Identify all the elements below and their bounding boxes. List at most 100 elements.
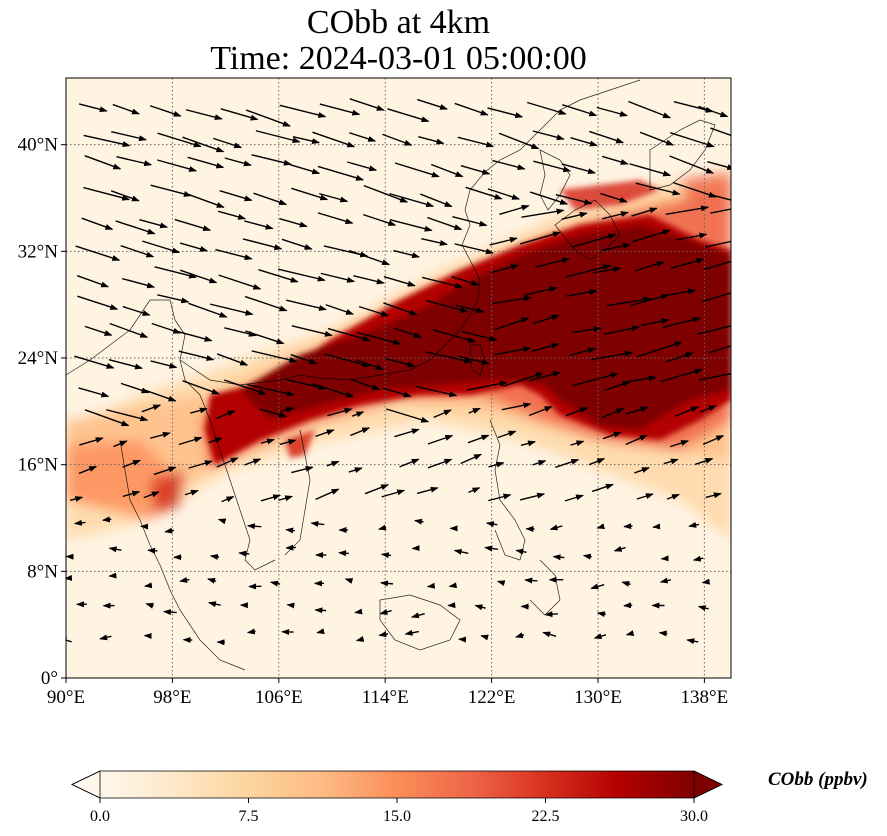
wind-arrow (487, 107, 524, 119)
wind-arrow (497, 430, 517, 439)
map-time-subtitle: Time: 2024-03-01 05:00:00 (210, 40, 587, 77)
wind-arrow (350, 427, 371, 437)
wind-arrow (603, 325, 640, 336)
wind-arrow (453, 548, 469, 555)
wind-arrow (255, 130, 301, 144)
wind-arrow (150, 360, 178, 369)
wind-arrow (487, 188, 520, 200)
wind-arrow (488, 493, 512, 502)
colorbar-tick-label: 0.0 (90, 808, 110, 825)
wind-arrow (502, 372, 544, 387)
wind-arrow (122, 459, 141, 468)
wind-arrow (625, 406, 649, 415)
wind-arrow (355, 636, 365, 642)
wind-arrow (286, 602, 295, 609)
wind-arrow (628, 100, 672, 119)
wind-arrow (110, 190, 140, 202)
map-frame (65, 77, 732, 679)
wind-arrow (246, 628, 256, 635)
wind-arrow (652, 523, 661, 530)
wind-arrow (669, 155, 715, 174)
wind-arrow (704, 240, 731, 248)
wind-arrow (245, 330, 285, 345)
wind-arrow (244, 220, 274, 230)
wind-arrow (413, 518, 424, 525)
wind-arrow (627, 375, 657, 383)
wind-arrow (602, 431, 622, 440)
wind-arrow (529, 371, 561, 382)
wind-arrow (572, 326, 602, 334)
wind-arrow (457, 355, 490, 365)
wind-arrow (120, 382, 150, 394)
wind-arrow (247, 383, 295, 397)
wind-arrow (209, 553, 220, 560)
wind-arrow (535, 257, 570, 268)
wind-arrow (697, 605, 709, 612)
wind-arrow (669, 132, 715, 148)
wind-arrow (215, 410, 236, 420)
wind-arrow (190, 407, 208, 414)
wind-arrow (244, 295, 288, 312)
wind-arrow (291, 466, 314, 474)
wind-arrow (112, 103, 140, 115)
wind-arrow (327, 407, 353, 417)
wind-arrow (593, 633, 607, 640)
wind-arrow (635, 182, 681, 196)
wind-arrow (532, 460, 547, 466)
wind-arrow (591, 483, 614, 493)
wind-arrow (542, 631, 557, 638)
wind-arrow (561, 163, 597, 175)
wind-arrow (460, 453, 482, 465)
wind-arrow (278, 268, 326, 282)
wind-arrow (636, 341, 683, 358)
wind-arrow (75, 245, 121, 261)
wind-arrow (223, 379, 267, 395)
wind-arrow (604, 381, 631, 391)
wind-arrow (184, 192, 225, 208)
wind-arrow (710, 208, 731, 214)
colorbar: 0.0 7.5 15.0 22.5 30.0 (71, 770, 723, 825)
wind-arrow (393, 249, 420, 259)
wind-arrow (387, 108, 430, 123)
wind-arrow (382, 387, 412, 398)
wind-arrow (705, 492, 722, 499)
wind-arrow (639, 131, 674, 146)
wind-arrow (590, 583, 605, 590)
wind-arrow (362, 213, 397, 226)
wind-arrow (593, 266, 622, 274)
wind-arrow (565, 264, 612, 278)
wind-arrow (531, 342, 560, 353)
wind-arrow (253, 192, 288, 206)
wind-arrow (670, 258, 705, 269)
wind-arrow (224, 157, 252, 167)
wind-arrow (106, 409, 149, 422)
wind-arrow (665, 352, 694, 363)
wind-arrow (83, 186, 131, 201)
wind-arrow (111, 130, 148, 142)
wind-arrow (692, 555, 704, 562)
wind-arrow (674, 406, 699, 417)
wind-arrow (78, 387, 110, 398)
wind-arrow (596, 523, 606, 530)
wind-arrow (670, 440, 689, 448)
lon-tick-label: 114°E (362, 687, 409, 708)
wind-arrow (286, 299, 328, 311)
lat-tick-label: 32°N (18, 241, 59, 262)
wind-arrow (562, 104, 598, 117)
wind-arrow (394, 327, 422, 338)
wind-arrow (143, 582, 153, 589)
wind-arrow (699, 404, 717, 413)
wind-arrow (141, 404, 162, 413)
wind-arrow (589, 130, 625, 144)
wind-arrow (378, 631, 389, 638)
wind-arrow (84, 325, 113, 336)
wind-arrow (259, 408, 288, 418)
wind-arrow (314, 607, 327, 614)
wind-arrow (108, 546, 122, 553)
wind-arrow (665, 288, 697, 297)
wind-arrow (602, 408, 625, 419)
wind-arrow (109, 322, 149, 338)
wind-arrow (468, 487, 481, 494)
wind-arrow (217, 210, 247, 220)
